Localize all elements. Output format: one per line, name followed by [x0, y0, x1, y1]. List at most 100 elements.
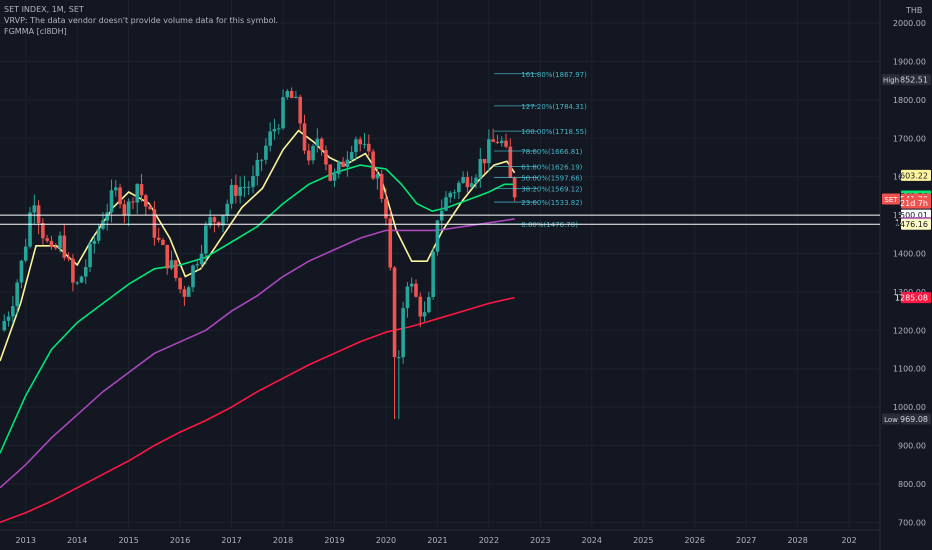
y-tick-label: 900.00 — [898, 442, 926, 451]
candle-body — [36, 205, 41, 224]
y-tick-label: 800.00 — [898, 480, 926, 489]
candle-body — [49, 240, 54, 248]
candle-body — [298, 96, 302, 124]
candle-body — [66, 257, 71, 259]
y-tick-label: 700.00 — [898, 518, 926, 527]
fib-level-label: 61.80%(1626.19) — [521, 164, 582, 172]
candle-body — [131, 201, 135, 203]
price-tag-side — [882, 74, 900, 86]
x-tick-label: 2016 — [170, 536, 190, 545]
candle-body — [2, 320, 7, 331]
candle-body — [11, 306, 15, 317]
candle-body — [161, 239, 165, 245]
candle-body — [478, 158, 483, 178]
candle-body — [371, 151, 375, 179]
price-tag-label: 21d 7h — [900, 199, 928, 208]
x-tick-label: 202 — [841, 536, 856, 545]
candle-body — [512, 177, 517, 198]
fib-level-label: 50.00%(1597.66) — [521, 175, 582, 183]
x-tick-label: 2025 — [633, 536, 653, 545]
candle-body — [178, 277, 182, 290]
candle-body — [238, 186, 242, 196]
candle-body — [41, 223, 45, 239]
candle-body — [251, 175, 255, 187]
candle-body — [491, 139, 495, 142]
y-tick-label: 1800.00 — [893, 96, 926, 105]
candle-body — [199, 253, 204, 265]
candle-body — [345, 159, 350, 167]
candle-body — [191, 265, 195, 288]
price-tag-side-label: SET — [884, 196, 898, 204]
candle-body — [289, 90, 294, 98]
candle-body — [319, 138, 324, 151]
x-tick-label: 2027 — [736, 536, 756, 545]
fib-retracement: 161.80%(1867.97) 127.20%(1784.31) 100.00%(… — [494, 71, 587, 229]
candle-body — [225, 203, 230, 216]
candle-body — [208, 217, 212, 226]
candle-body — [135, 184, 140, 203]
indicator-label[interactable]: FGMMA [cl8DH] — [4, 27, 67, 36]
price-tag-label: 1603.22 — [895, 171, 928, 180]
candle-body — [182, 289, 187, 297]
candle-body — [229, 184, 234, 204]
y-tick-label: 1200.00 — [893, 326, 926, 335]
price-tag — [901, 413, 931, 425]
price-tag — [901, 197, 931, 209]
moving-average-line — [0, 218, 515, 489]
y-tick-label: 2000.00 — [893, 19, 926, 28]
x-tick-label: 2023 — [530, 536, 550, 545]
candle-body — [53, 247, 58, 249]
x-tick-label: 2024 — [582, 536, 602, 545]
candle-body — [397, 357, 401, 359]
x-tick-label: 2028 — [787, 536, 807, 545]
vrvp-note: VRVP: The data vendor doesn't provide vo… — [4, 16, 279, 25]
candle-body — [379, 173, 384, 199]
candle-body — [444, 197, 448, 211]
candle-body — [285, 90, 290, 98]
price-tag-label: 969.08 — [900, 415, 928, 424]
candle-body — [32, 205, 37, 213]
candle-body — [341, 161, 345, 167]
candle-body — [105, 212, 110, 221]
candle-body — [427, 296, 431, 313]
price-tag — [901, 218, 931, 230]
candle-body — [482, 158, 487, 164]
moving-average-line — [0, 164, 515, 454]
candle-body — [45, 238, 49, 241]
candle-body — [362, 143, 367, 145]
candle-body — [508, 146, 513, 178]
candle-body — [392, 267, 397, 358]
candle-body — [144, 195, 148, 207]
candle-body — [118, 187, 122, 205]
x-tick-label: 2022 — [479, 536, 499, 545]
candle-body — [487, 139, 491, 164]
candle-body — [272, 128, 277, 132]
candle-body — [311, 146, 315, 161]
x-tick-label: 2019 — [324, 536, 344, 545]
symbol-title[interactable]: SET INDEX, 1M, SET — [4, 5, 84, 14]
price-tag-label: 1476.16 — [895, 220, 928, 229]
candle-body — [268, 131, 272, 146]
currency-label: THB — [905, 6, 922, 15]
candle-body — [465, 177, 470, 188]
candle-body — [405, 286, 410, 309]
y-tick-label: 1400.00 — [893, 249, 926, 258]
candle-body — [165, 244, 170, 269]
candle-body — [499, 140, 504, 144]
candle-body — [126, 201, 131, 216]
candle-body — [367, 143, 371, 152]
candle-body — [122, 204, 127, 216]
x-tick-label: 2021 — [427, 536, 447, 545]
x-tick-label: 2020 — [376, 536, 396, 545]
candle-body — [139, 184, 144, 196]
candle-body — [79, 276, 84, 283]
candle-body — [28, 212, 32, 247]
price-tag-side — [882, 193, 900, 205]
candle-body — [375, 173, 380, 179]
price-tag-label: 1500.01 — [895, 211, 928, 220]
candle-body — [452, 192, 457, 194]
candle-body — [92, 240, 97, 244]
